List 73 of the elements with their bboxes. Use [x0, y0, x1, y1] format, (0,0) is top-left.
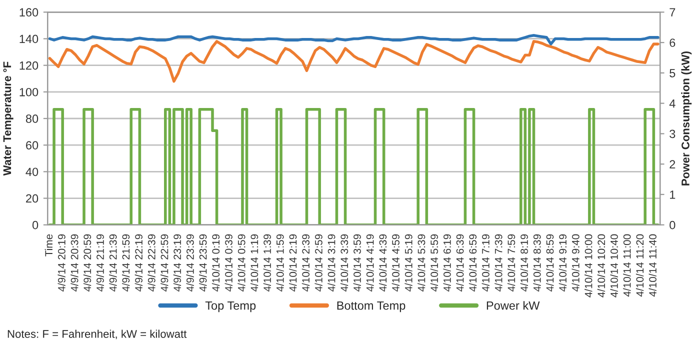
x-tick-label: 4/10/14 7:59: [507, 234, 516, 292]
y-tick-label: 60: [26, 141, 38, 150]
x-tick-label: 4/9/14 23:19: [173, 234, 182, 292]
x-tick-label: 4/10/14 1:39: [263, 234, 271, 292]
x-tick-label: 4/10/14 5:59: [430, 234, 438, 292]
y2-tick-label: 3: [670, 130, 676, 138]
x-tick-label: 4/10/14 11:20: [636, 234, 644, 297]
x-tick-label: 4/10/14 0:59: [238, 234, 246, 292]
x-tick-label: 4/10/14 4:59: [392, 234, 400, 292]
y2-tick-label: 6: [670, 38, 676, 47]
x-tick-label: Time: [44, 234, 53, 256]
x-tick-label: 4/10/14 2:59: [314, 234, 322, 292]
x-tick-label: 4/10/14 10:00: [584, 234, 592, 298]
y2-tick-label: 7: [670, 8, 676, 16]
x-tick-label: 4/10/14 2:19: [289, 234, 297, 292]
x-tick-label: 4/10/14 5:19: [404, 234, 412, 292]
x-tick-label: 4/9/14 20:39: [70, 234, 78, 292]
x-tick-label: 4/9/14 21:39: [109, 234, 117, 292]
x-tick-label: 4/10/14 5:39: [418, 234, 426, 292]
x-tick-label: 4/9/14 20:19: [58, 234, 66, 292]
y-tick-label: 100: [20, 88, 38, 96]
y-tick-label: 20: [26, 194, 38, 203]
x-tick-label: 4/10/14 8:39: [533, 234, 541, 292]
x-tick-label: 4/9/14 21:19: [96, 234, 104, 292]
x-tick-label: 4/10/14 2:39: [302, 234, 310, 292]
y2-tick-label: 5: [670, 69, 676, 78]
y2-axis-title: Power Consumption (kW): [681, 51, 692, 186]
x-tick-label: 4/10/14 6:19: [443, 234, 451, 292]
x-tick-label: 4/9/14 22:19: [134, 234, 142, 292]
line-series: [48, 40, 660, 83]
text: Notes: F = Fahrenheit, kW = kilowatt: [8, 330, 187, 340]
x-tick-label: 4/10/14 6:59: [468, 234, 477, 292]
legend-label: Top Temp: [205, 302, 256, 312]
x-tick-label: 4/10/14 3:59: [353, 234, 361, 292]
x-tick-label: 4/10/14 11:00: [623, 234, 631, 297]
y-tick-label: 80: [26, 114, 38, 123]
y2-tick-label: 1: [670, 190, 676, 199]
y2-tick-label: 0: [670, 220, 676, 230]
x-tick-label: 4/10/14 3:19: [328, 234, 336, 292]
legend-label: Power kW: [486, 301, 540, 310]
x-tick-label: 4/9/14 20:59: [83, 234, 92, 292]
x-tick-label: 4/9/14 21:59: [122, 234, 130, 292]
x-tick-label: 4/9/14 22:59: [160, 234, 168, 292]
legend-label: Bottom Temp: [337, 302, 406, 312]
x-tick-label: 4/10/14 7:19: [482, 234, 490, 292]
y-tick-label: 120: [20, 61, 38, 70]
y-tick-label: 40: [26, 168, 38, 176]
y2-tick-label: 4: [669, 99, 676, 108]
y2-tick-label: 2: [670, 160, 676, 168]
x-tick-label: 4/10/14 9:40: [572, 234, 580, 292]
x-tick-label: 4/9/14 23:59: [199, 234, 207, 292]
x-tick-label: 4/10/14 7:39: [494, 234, 502, 292]
x-tick-label: 4/9/14 23:39: [186, 234, 194, 292]
x-tick-label: 4/10/14 10:40: [610, 234, 618, 298]
x-tick-label: 4/10/14 10:20: [597, 234, 606, 298]
y-axis-title: Water Temperature °F: [3, 62, 14, 176]
x-tick-label: 4/10/14 1:19: [250, 234, 258, 292]
y-tick-label: 140: [20, 34, 38, 44]
x-tick-label: 4/10/14 1:59: [276, 234, 284, 292]
x-tick-label: 4/9/14 22:39: [148, 234, 156, 292]
y-tick-label: 0: [32, 220, 38, 230]
x-tick-label: 4/10/14 3:39: [340, 234, 348, 292]
y-tick-label: 160: [20, 8, 38, 17]
x-tick-label: 4/10/14 8:19: [520, 234, 528, 292]
x-tick-label: 4/10/14 4:19: [366, 234, 374, 292]
x-tick-label: 4/10/14 0:19: [212, 234, 220, 292]
line-series: [48, 34, 660, 46]
x-tick-label: 4/10/14 4:39: [378, 234, 387, 292]
x-tick-label: 4/10/14 6:39: [456, 234, 464, 292]
x-tick-label: 4/10/14 0:39: [224, 234, 232, 292]
x-tick-label: 4/10/14 11:40: [648, 234, 656, 297]
x-tick-label: 4/10/14 9:19: [558, 234, 567, 292]
x-tick-label: 4/10/14 8:59: [546, 234, 554, 292]
